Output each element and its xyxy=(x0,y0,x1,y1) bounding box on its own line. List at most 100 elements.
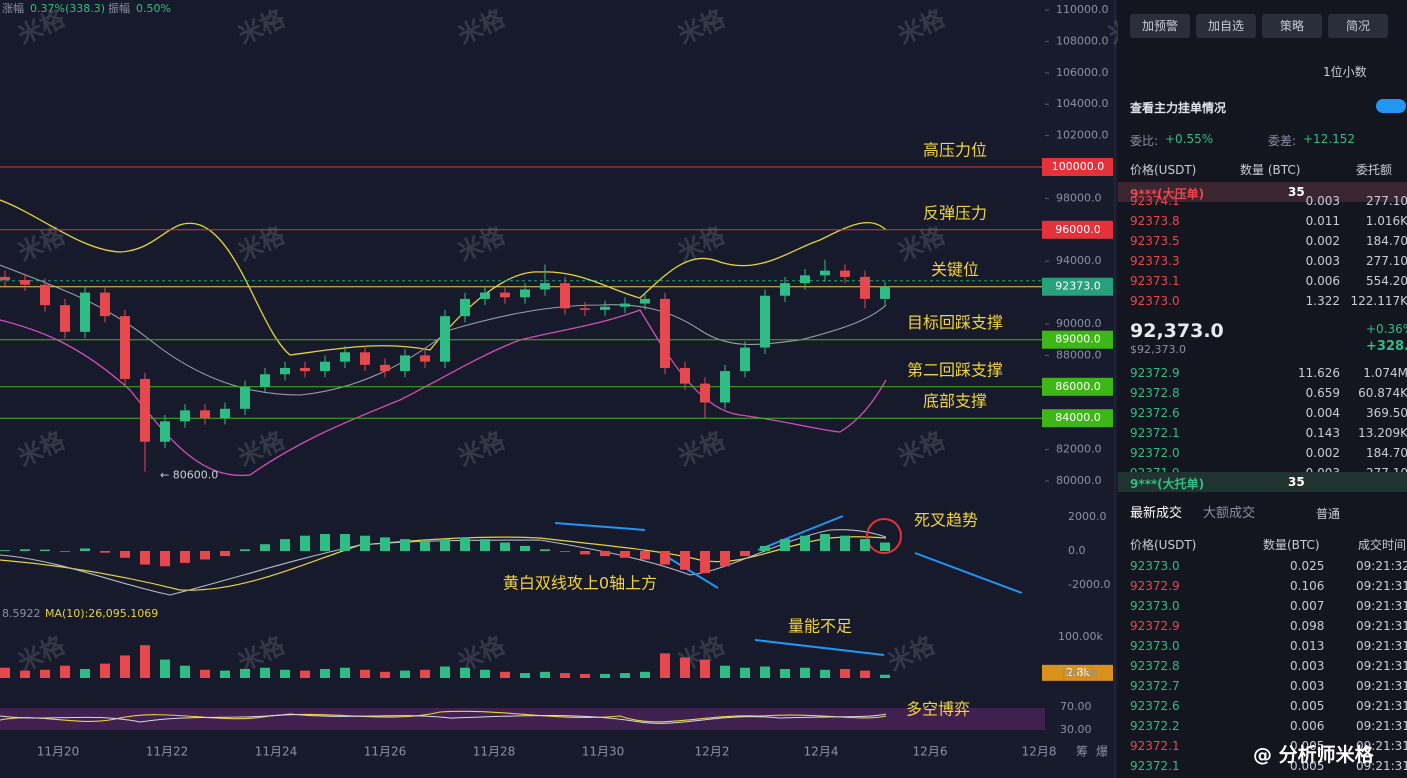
price-tick-label: 90000.0 xyxy=(1056,317,1102,330)
trade-time: 09:21:31 xyxy=(1356,719,1407,733)
macd-bar xyxy=(520,545,530,551)
candle-body xyxy=(140,378,150,442)
osc-note: 多空博弈 xyxy=(906,700,970,719)
volume-bar xyxy=(20,670,30,678)
trade-qty: 0.003 xyxy=(1290,679,1325,693)
candle-body xyxy=(380,364,390,372)
price-tick-label: 82000.0 xyxy=(1056,443,1102,456)
candle-body xyxy=(600,306,610,310)
trade-qty: 0.005 xyxy=(1290,699,1325,713)
macd-bar xyxy=(0,550,10,551)
macd-bar xyxy=(300,535,310,551)
last-usd: $92,373.0 xyxy=(1130,343,1186,356)
level-tag xyxy=(1042,409,1113,428)
trade-time: 09:21:31 xyxy=(1356,679,1407,693)
candle-body xyxy=(300,367,310,372)
diff-label: 委差: xyxy=(1268,134,1297,148)
amp-label: 振幅 xyxy=(108,1,130,15)
arrow xyxy=(914,552,1023,594)
macd-bar xyxy=(60,551,70,552)
date-label: 12月6 xyxy=(913,745,948,759)
candle-body xyxy=(620,303,630,307)
panel-button[interactable]: 简况 xyxy=(1328,14,1388,38)
price-tick-label: 80000.0 xyxy=(1056,474,1102,487)
trade-price: 92372.9 xyxy=(1130,619,1180,633)
candle-body xyxy=(460,298,470,317)
trade-time: 09:21:31 xyxy=(1356,739,1407,753)
macd-bar xyxy=(440,539,450,551)
price-tick-label: 104000.0 xyxy=(1056,97,1109,110)
macd-tick-label: 2000.0 xyxy=(1068,510,1107,523)
corner: 爆 xyxy=(1096,745,1108,759)
volume-bar xyxy=(80,668,90,678)
ratio-label: 委比: xyxy=(1130,134,1159,148)
ask-price: 92373.8 xyxy=(1130,214,1180,228)
volume-bar xyxy=(500,671,510,678)
volume-bar xyxy=(160,659,170,678)
macd-bar xyxy=(500,542,510,551)
ask-price: 92373.1 xyxy=(1130,274,1180,288)
macd-bar xyxy=(100,551,110,553)
candle-body xyxy=(60,305,70,332)
macd-bar xyxy=(420,540,430,551)
macd-bar xyxy=(340,534,350,551)
bid-price: 92372.9 xyxy=(1130,366,1180,380)
candle-body xyxy=(320,361,330,372)
volume-bar xyxy=(60,665,70,678)
panel-button[interactable]: 加预警 xyxy=(1130,14,1190,38)
volume-bar xyxy=(820,669,830,678)
ratio: +0.55% xyxy=(1165,132,1214,146)
bid-amount: 1.074M xyxy=(1363,366,1407,380)
book-header: 委托额 xyxy=(1356,163,1393,177)
macd-note: 黄白双线攻上0轴上方 xyxy=(503,574,657,593)
volume-bar xyxy=(120,655,130,678)
bid-amount: 60.874K xyxy=(1358,386,1407,400)
toggle xyxy=(1376,99,1406,113)
price-tick-label: 94000.0 xyxy=(1056,254,1102,267)
trade-time: 09:21:32 xyxy=(1356,559,1407,573)
decimals-button[interactable]: 1位小数 xyxy=(1323,65,1367,79)
volume-bar xyxy=(520,673,530,678)
date-label: 11月28 xyxy=(473,745,516,759)
date-label: 12月4 xyxy=(804,745,839,759)
macd-bar xyxy=(660,551,670,565)
bid-qty: 0.659 xyxy=(1305,386,1340,400)
ask-amount: 184.70 xyxy=(1366,234,1407,248)
trade-header: 成交时间 xyxy=(1358,538,1407,552)
panel-button[interactable]: 加自选 xyxy=(1196,14,1256,38)
date-label: 11月30 xyxy=(582,745,625,759)
date-label: 11月24 xyxy=(255,745,298,759)
volume-bar xyxy=(340,667,350,678)
volume-bar xyxy=(220,670,230,678)
candle-body xyxy=(100,292,110,317)
macd-bar xyxy=(220,551,230,557)
volume-bar xyxy=(800,667,810,678)
price-tick-label: 98000.0 xyxy=(1056,191,1102,204)
candle-body xyxy=(360,352,370,365)
level-tag-label: 89000.0 xyxy=(1055,333,1101,346)
trade-time: 09:21:31 xyxy=(1356,639,1407,653)
volume-bar xyxy=(460,667,470,678)
trade-header: 价格(USDT) xyxy=(1130,538,1197,552)
macd-bar xyxy=(360,535,370,551)
panel-tab[interactable]: 大额成交 xyxy=(1203,506,1256,521)
level-note: 高压力位 xyxy=(923,141,987,160)
ask-amount: 277.10 xyxy=(1366,254,1407,268)
candle-body xyxy=(520,289,530,298)
macd-bar xyxy=(860,539,870,551)
rise: 0.37%(338.3) xyxy=(30,2,105,15)
candle-body xyxy=(840,270,850,277)
level-note: 底部支撑 xyxy=(923,392,987,411)
main-orders-link: 查看主力挂单情况 xyxy=(1130,101,1227,115)
volume-bar xyxy=(380,671,390,678)
level-note: 第二回踩支撑 xyxy=(907,360,1003,379)
macd-bar xyxy=(40,549,50,551)
trade-price: 92372.8 xyxy=(1130,659,1180,673)
volume-bar xyxy=(760,666,770,678)
panel-tab[interactable]: 最新成交 xyxy=(1130,506,1183,521)
level-note: 目标回踩支撑 xyxy=(907,313,1003,332)
candle-body xyxy=(800,275,810,284)
panel-button[interactable]: 策略 xyxy=(1262,14,1322,38)
